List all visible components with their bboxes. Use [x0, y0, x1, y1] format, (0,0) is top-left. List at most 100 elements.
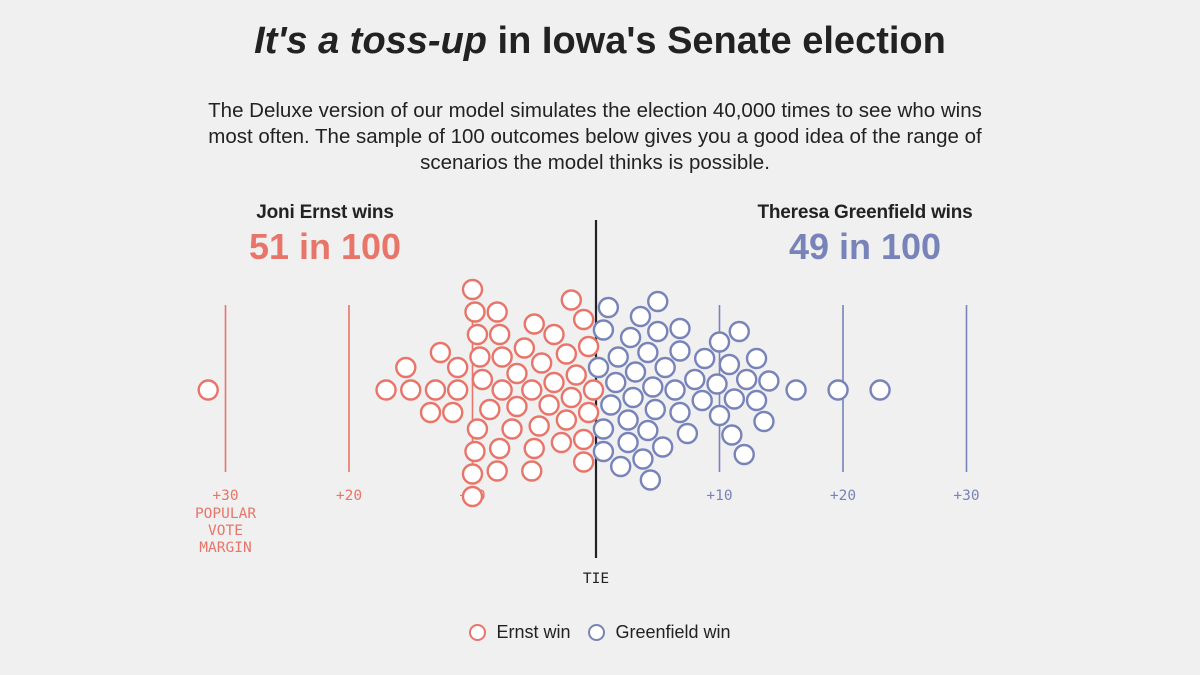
greenfield-outcome-point: [745, 347, 768, 370]
ernst-outcome-point: [400, 379, 422, 401]
greenfield-outcome-point: [753, 410, 775, 433]
greenfield-outcome-point: [735, 368, 758, 391]
ernst-outcome-point: [446, 356, 469, 379]
ernst-outcome-point: [577, 401, 600, 424]
ernst-outcome-point: [560, 289, 582, 311]
ernst-outcome-point: [424, 379, 447, 401]
ernst-outcome-point: [486, 301, 508, 323]
greenfield-outcome-point: [600, 394, 622, 416]
chart-legend: Ernst win Greenfield win: [0, 622, 1200, 643]
greenfield-win-label: Theresa Greenfield wins: [757, 202, 973, 223]
ernst-outcome-point: [479, 398, 501, 421]
greenfield-outcome-point: [610, 455, 632, 478]
tie-label: TIE: [583, 571, 609, 587]
greenfield-outcome-point: [728, 320, 750, 343]
greenfield-outcome-point: [619, 326, 642, 349]
ernst-outcome-point: [543, 371, 565, 394]
legend-ernst-label: Ernst win: [496, 622, 571, 642]
greenfield-outcome-point: [639, 469, 662, 491]
greenfield-outcome-point: [637, 341, 659, 364]
ernst-outcome-point: [555, 343, 578, 365]
ernst-swatch-icon: [469, 624, 487, 641]
greenfield-outcome-point: [617, 409, 639, 431]
greenfield-outcome-point: [632, 448, 654, 470]
greenfield-outcome-point: [676, 422, 699, 445]
title-italic: It's a toss-up: [254, 20, 487, 62]
greenfield-outcome-point: [651, 436, 674, 458]
ernst-win-summary: Joni Ernst wins 51 in 100: [200, 202, 450, 268]
ernst-outcome-point: [461, 485, 484, 508]
ernst-outcome-point: [521, 379, 543, 401]
ernst-outcome-point: [523, 313, 545, 335]
chart-subtitle: The Deluxe version of our model simulate…: [208, 99, 982, 174]
greenfield-outcome-point: [607, 346, 629, 368]
ernst-outcome-point: [461, 278, 484, 301]
greenfield-outcome-point: [624, 361, 647, 383]
ernst-outcome-point: [523, 437, 545, 460]
ernst-outcome-point: [491, 379, 513, 401]
tick-label-greenfield-20: +20: [830, 488, 856, 504]
greenfield-outcome-point: [691, 389, 713, 412]
greenfield-outcome-point: [758, 370, 780, 392]
ernst-outcome-point: [506, 362, 528, 385]
ernst-outcome-point: [506, 395, 528, 418]
ernst-outcome-point: [466, 418, 489, 440]
ernst-outcome-point: [491, 346, 513, 368]
greenfield-outcome-point: [647, 320, 669, 343]
greenfield-outcome-point: [654, 356, 676, 379]
ernst-outcome-point: [538, 394, 560, 416]
ernst-outcome-point: [429, 341, 452, 364]
ernst-outcome-point: [464, 440, 486, 463]
ernst-outcome-point: [550, 431, 573, 454]
ernst-outcome-point: [530, 352, 553, 374]
greenfield-outcome-point: [642, 376, 664, 398]
ernst-outcome-point: [543, 323, 565, 346]
tick-label-greenfield-30: +30: [953, 488, 979, 504]
ernst-win-label: Joni Ernst wins: [256, 202, 394, 223]
greenfield-outcome-point: [637, 419, 659, 442]
ernst-outcome-point: [572, 428, 595, 451]
greenfield-outcome-point: [723, 388, 746, 410]
axis-label-line-3: MARGIN: [199, 540, 251, 556]
greenfield-outcome-point: [605, 371, 627, 394]
greenfield-outcome-point: [869, 379, 891, 401]
ernst-outcome-point: [501, 418, 523, 440]
ernst-outcome-point: [555, 409, 578, 431]
ernst-outcome-point: [521, 460, 543, 482]
greenfield-outcome-point: [684, 368, 706, 391]
greenfield-outcome-point: [622, 386, 644, 409]
greenfield-win-summary: Theresa Greenfield wins 49 in 100: [715, 202, 1015, 268]
greenfield-outcome-point: [617, 431, 639, 454]
greenfield-outcome-point: [647, 290, 669, 313]
ernst-outcome-point: [565, 364, 587, 386]
greenfield-outcome-point: [592, 319, 615, 341]
greenfield-outcome-point: [827, 379, 849, 401]
legend-item-ernst: Ernst win: [469, 622, 570, 643]
ernst-outcome-point: [560, 386, 582, 409]
ernst-outcome-point: [466, 323, 489, 346]
legend-greenfield-label: Greenfield win: [615, 622, 731, 642]
ernst-outcome-point: [486, 460, 508, 482]
greenfield-outcome-point: [629, 305, 652, 328]
tick-label-ernst-20: +20: [336, 488, 362, 504]
ernst-outcome-point: [582, 379, 605, 401]
ernst-outcome-point: [197, 379, 219, 401]
ernst-outcome-point: [572, 451, 595, 473]
greenfield-outcome-point: [706, 373, 728, 395]
greenfield-outcome-point: [592, 440, 615, 463]
greenfield-outcome-point: [592, 418, 615, 440]
ernst-outcome-point: [572, 308, 595, 331]
greenfield-outcome-point: [708, 331, 731, 353]
ernst-outcome-point: [442, 401, 464, 424]
greenfield-outcome-point: [745, 389, 768, 412]
axis-label-line-2: VOTE: [208, 523, 243, 539]
ernst-outcome-point: [464, 301, 486, 323]
greenfield-outcome-point: [708, 404, 731, 427]
ernst-outcome-point: [375, 379, 397, 401]
greenfield-outcome-point: [669, 317, 691, 340]
tick-label-greenfield-10: +10: [706, 488, 732, 504]
tick-label-ernst-30: +30: [212, 488, 238, 504]
greenfield-outcome-point: [597, 296, 620, 319]
ernst-outcome-point: [528, 415, 550, 437]
